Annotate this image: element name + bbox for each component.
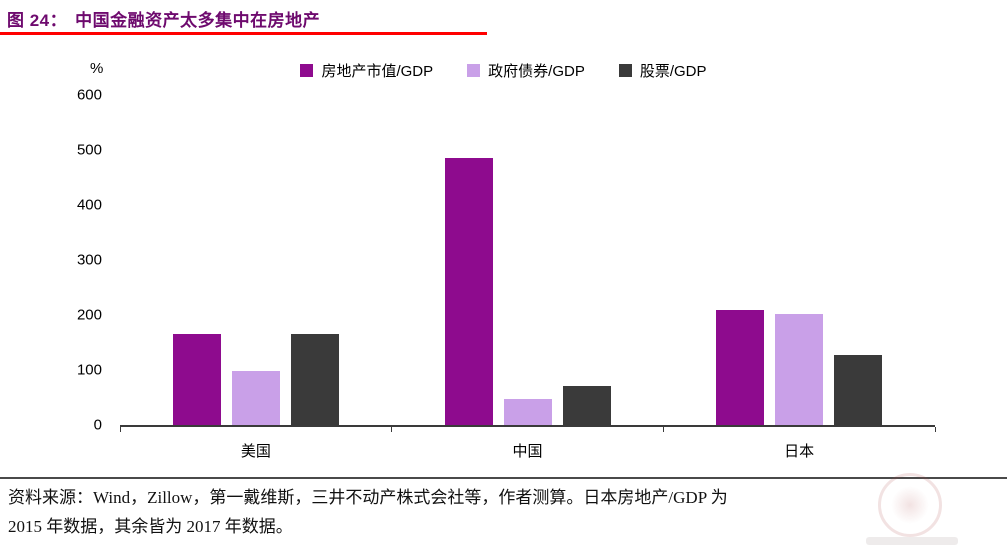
y-axis-tick-label: 400 xyxy=(76,196,102,214)
source-line-2: 2015 年数据，其余皆为 2017 年数据。 xyxy=(8,516,293,536)
bar xyxy=(231,371,280,425)
bar-group-美国 xyxy=(120,95,392,425)
legend-item: 政府债券/GDP xyxy=(467,60,585,81)
legend-label: 房地产市值/GDP xyxy=(321,63,434,80)
y-axis: 0 100 200 300 400 500 600 xyxy=(48,87,110,434)
title-underline xyxy=(0,32,487,35)
y-axis-tick-label: 200 xyxy=(76,306,102,324)
y-axis-tick-label: 300 xyxy=(76,251,102,269)
x-axis-category-label: 日本 xyxy=(784,443,815,460)
x-axis-tick xyxy=(934,427,936,432)
bar xyxy=(290,334,339,425)
bar xyxy=(834,354,883,425)
y-axis-unit-label: % xyxy=(90,60,104,77)
legend-swatch xyxy=(618,64,632,77)
figure-title: 中国金融资产太多集中在房地产 xyxy=(75,11,321,30)
bar-group-中国 xyxy=(392,95,664,425)
source-line-1: 资料来源：Wind，Zillow，第一戴维斯，三井不动产株式会社等，作者测算。日… xyxy=(8,488,728,507)
x-axis-category-label: 美国 xyxy=(240,443,271,460)
figure-title-row: 图 24： 中国金融资产太多集中在房地产 xyxy=(7,6,320,31)
chart-legend: 房地产市值/GDP 政府债券/GDP 股票/GDP xyxy=(0,60,1007,81)
bar xyxy=(775,314,824,425)
x-axis-tick xyxy=(662,427,664,432)
x-axis-labels: 美国 中国 日本 xyxy=(120,440,935,461)
legend-label: 股票/GDP xyxy=(639,63,707,80)
bar-group-日本 xyxy=(663,95,935,425)
legend-item: 房地产市值/GDP xyxy=(300,60,433,81)
bar xyxy=(562,385,611,425)
bar xyxy=(716,309,765,425)
x-axis-tick xyxy=(391,427,393,432)
source-note: 资料来源：Wind，Zillow，第一戴维斯，三井不动产株式会社等，作者测算。日… xyxy=(0,477,1007,542)
bar xyxy=(503,399,552,425)
y-axis-tick-label: 600 xyxy=(76,86,102,104)
y-axis-tick-label: 100 xyxy=(76,361,102,379)
legend-swatch xyxy=(300,64,314,77)
x-axis-tick xyxy=(119,427,121,432)
bar xyxy=(172,334,221,425)
figure-number-label: 图 24： xyxy=(7,11,68,30)
bar-chart: % 房地产市值/GDP 政府债券/GDP 股票/GDP 0 100 200 300 400 5… xyxy=(0,48,1007,470)
legend-swatch xyxy=(467,64,481,77)
y-axis-tick-label: 500 xyxy=(76,141,102,159)
plot-area xyxy=(119,95,936,432)
bar xyxy=(444,158,493,425)
legend-item: 股票/GDP xyxy=(618,60,707,81)
x-axis-category-label: 中国 xyxy=(512,443,543,460)
y-axis-tick-label: 0 xyxy=(93,416,102,434)
legend-label: 政府债券/GDP xyxy=(488,63,585,80)
